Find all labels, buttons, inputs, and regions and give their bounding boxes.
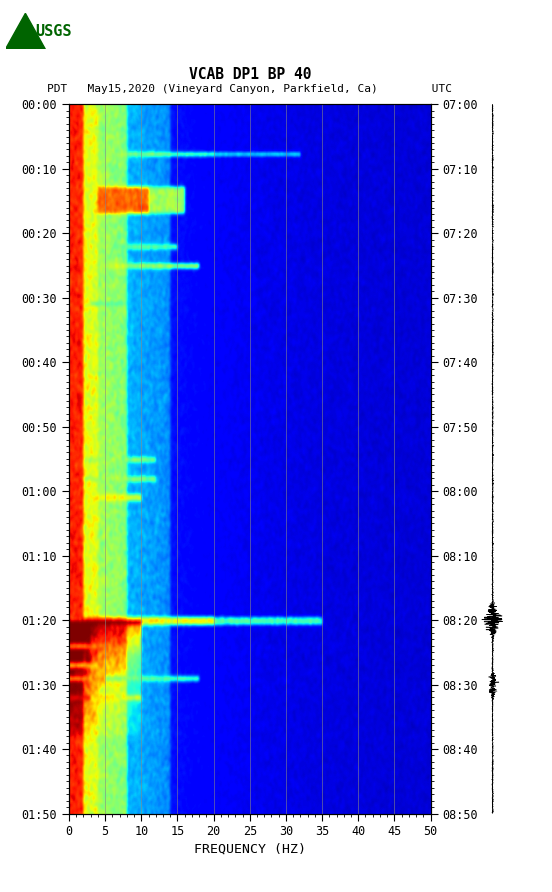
Title: VCAB DP1 BP 40: VCAB DP1 BP 40 (189, 68, 311, 82)
Text: PDT   May15,2020 (Vineyard Canyon, Parkfield, Ca)        UTC: PDT May15,2020 (Vineyard Canyon, Parkfie… (47, 84, 452, 94)
Polygon shape (6, 13, 45, 49)
X-axis label: FREQUENCY (HZ): FREQUENCY (HZ) (194, 842, 306, 855)
Text: USGS: USGS (35, 24, 72, 38)
